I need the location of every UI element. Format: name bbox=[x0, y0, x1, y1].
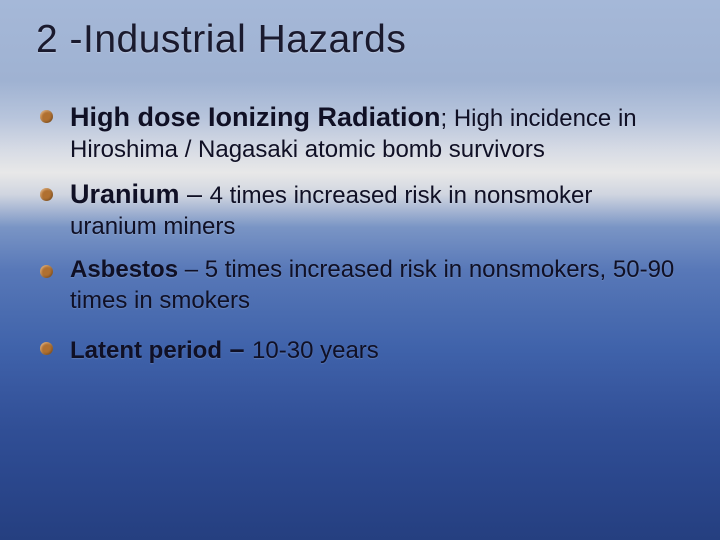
bullet-lead: Uranium bbox=[70, 179, 180, 209]
slide: 2 -Industrial Hazards High dose Ionizing… bbox=[0, 0, 720, 540]
list-item: Latent period – 10-30 years bbox=[40, 332, 684, 367]
bullet-sep: ; bbox=[441, 105, 454, 132]
bullet-lead: High dose Ionizing Radiation bbox=[70, 102, 441, 132]
bullet-list: High dose Ionizing Radiation; High incid… bbox=[36, 100, 684, 367]
list-item: High dose Ionizing Radiation; High incid… bbox=[40, 100, 684, 165]
bullet-lead: Latent period bbox=[70, 337, 222, 364]
bullet-dash: – bbox=[222, 334, 252, 364]
list-item: Asbestos – 5 times increased risk in non… bbox=[40, 255, 684, 316]
list-item: Uranium – 4 times increased risk in nons… bbox=[40, 177, 684, 242]
bullet-tail: 10-30 years bbox=[252, 337, 379, 364]
bullet-lead: Asbestos bbox=[70, 256, 178, 283]
bullet-dash: – bbox=[180, 179, 210, 209]
slide-title: 2 -Industrial Hazards bbox=[36, 18, 684, 62]
